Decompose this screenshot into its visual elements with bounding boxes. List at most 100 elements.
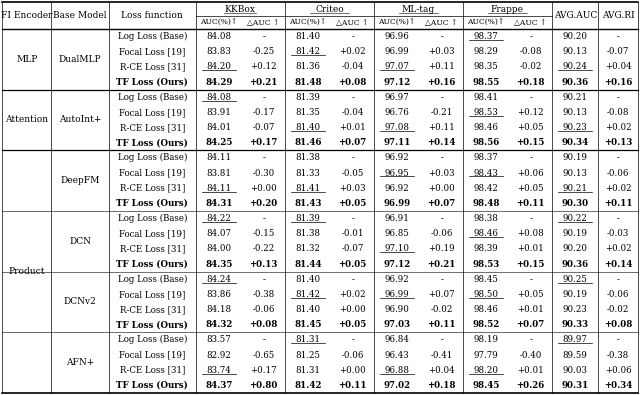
Text: DualMLP: DualMLP xyxy=(59,55,102,64)
Text: +0.07: +0.07 xyxy=(428,199,456,208)
Text: +0.05: +0.05 xyxy=(517,290,544,299)
Text: 81.38: 81.38 xyxy=(296,229,321,238)
Text: +0.11: +0.11 xyxy=(604,199,632,208)
Text: 81.42: 81.42 xyxy=(296,47,321,56)
Text: 83.91: 83.91 xyxy=(207,108,232,117)
Text: -0.02: -0.02 xyxy=(607,305,629,314)
Text: -0.04: -0.04 xyxy=(342,62,364,71)
Text: 96.91: 96.91 xyxy=(385,214,410,223)
Text: +0.17: +0.17 xyxy=(250,138,278,147)
Text: 84.24: 84.24 xyxy=(207,275,232,284)
Text: +0.15: +0.15 xyxy=(516,260,545,269)
Text: 90.13: 90.13 xyxy=(563,47,588,56)
Text: +0.80: +0.80 xyxy=(250,381,278,390)
Text: +0.11: +0.11 xyxy=(339,381,367,390)
Text: -0.30: -0.30 xyxy=(253,169,275,178)
Text: 81.32: 81.32 xyxy=(296,245,321,254)
Text: 84.29: 84.29 xyxy=(205,77,233,87)
Text: 89.97: 89.97 xyxy=(563,335,588,344)
Text: 90.30: 90.30 xyxy=(562,199,589,208)
Text: +0.00: +0.00 xyxy=(428,184,455,193)
Text: 89.59: 89.59 xyxy=(563,351,588,359)
Text: 84.00: 84.00 xyxy=(207,245,232,254)
Text: 90.21: 90.21 xyxy=(563,93,588,102)
Text: 98.45: 98.45 xyxy=(474,275,499,284)
Text: -: - xyxy=(529,32,532,41)
Text: +0.11: +0.11 xyxy=(428,320,456,329)
Text: R-CE Loss [31]: R-CE Loss [31] xyxy=(120,245,185,254)
Text: 97.02: 97.02 xyxy=(383,381,411,390)
Text: ML-tag: ML-tag xyxy=(402,4,435,13)
Text: +0.11: +0.11 xyxy=(428,62,455,71)
Text: +0.06: +0.06 xyxy=(517,169,544,178)
Text: -: - xyxy=(617,214,620,223)
Text: +0.02: +0.02 xyxy=(605,245,632,254)
Text: 81.33: 81.33 xyxy=(296,169,321,178)
Text: 96.99: 96.99 xyxy=(385,47,410,56)
Text: -: - xyxy=(440,32,443,41)
Text: AVG.AUC: AVG.AUC xyxy=(554,11,597,20)
Text: -: - xyxy=(440,335,443,344)
Text: 84.11: 84.11 xyxy=(207,184,232,193)
Text: +0.12: +0.12 xyxy=(250,62,277,71)
Text: 96.99: 96.99 xyxy=(383,199,411,208)
Text: 90.20: 90.20 xyxy=(563,245,588,254)
Text: +0.17: +0.17 xyxy=(250,366,277,375)
Text: 90.13: 90.13 xyxy=(563,169,588,178)
Text: -0.25: -0.25 xyxy=(253,47,275,56)
Text: -: - xyxy=(617,32,620,41)
Text: -: - xyxy=(529,275,532,284)
Text: +0.08: +0.08 xyxy=(250,320,278,329)
Text: Criteo: Criteo xyxy=(315,4,344,13)
Text: 84.35: 84.35 xyxy=(205,260,233,269)
Text: 96.88: 96.88 xyxy=(385,366,410,375)
Text: -0.06: -0.06 xyxy=(252,305,275,314)
Text: 81.35: 81.35 xyxy=(296,108,321,117)
Text: -: - xyxy=(617,93,620,102)
Text: Log Loss (Base): Log Loss (Base) xyxy=(118,335,187,344)
Text: -: - xyxy=(262,93,265,102)
Text: 98.48: 98.48 xyxy=(472,199,500,208)
Text: 96.95: 96.95 xyxy=(385,169,410,178)
Text: 98.37: 98.37 xyxy=(474,32,499,41)
Text: 98.42: 98.42 xyxy=(474,184,499,193)
Text: -0.21: -0.21 xyxy=(431,108,453,117)
Text: 98.46: 98.46 xyxy=(474,123,499,132)
Text: +0.18: +0.18 xyxy=(428,381,456,390)
Text: TF Loss (Ours): TF Loss (Ours) xyxy=(116,260,188,269)
Text: 83.81: 83.81 xyxy=(207,169,232,178)
Text: 81.36: 81.36 xyxy=(296,62,321,71)
Text: Log Loss (Base): Log Loss (Base) xyxy=(118,214,187,223)
Text: 81.44: 81.44 xyxy=(294,260,322,269)
Text: -0.06: -0.06 xyxy=(607,169,629,178)
Text: DCNv2: DCNv2 xyxy=(64,297,97,307)
Text: 81.39: 81.39 xyxy=(296,93,321,102)
Text: -0.06: -0.06 xyxy=(431,229,453,238)
Text: 90.13: 90.13 xyxy=(563,108,588,117)
Text: -: - xyxy=(351,153,354,162)
Text: -: - xyxy=(262,153,265,162)
Text: 98.20: 98.20 xyxy=(474,366,499,375)
Text: 90.22: 90.22 xyxy=(563,214,588,223)
Text: 90.33: 90.33 xyxy=(562,320,589,329)
Text: Log Loss (Base): Log Loss (Base) xyxy=(118,153,187,162)
Text: -: - xyxy=(262,275,265,284)
Text: AUC(%)↑: AUC(%)↑ xyxy=(378,19,416,26)
Text: 82.92: 82.92 xyxy=(207,351,232,359)
Text: -0.04: -0.04 xyxy=(342,108,364,117)
Text: 84.08: 84.08 xyxy=(207,93,232,102)
Text: +0.11: +0.11 xyxy=(516,199,545,208)
Text: -: - xyxy=(262,32,265,41)
Text: 90.23: 90.23 xyxy=(563,305,588,314)
Text: +0.08: +0.08 xyxy=(517,229,544,238)
Text: -0.05: -0.05 xyxy=(342,169,364,178)
Text: 81.45: 81.45 xyxy=(294,320,322,329)
Text: R-CE Loss [31]: R-CE Loss [31] xyxy=(120,366,185,375)
Text: R-CE Loss [31]: R-CE Loss [31] xyxy=(120,123,185,132)
Text: 97.07: 97.07 xyxy=(385,62,410,71)
Text: △AUC ↑: △AUC ↑ xyxy=(248,19,280,26)
Text: 84.01: 84.01 xyxy=(207,123,232,132)
Text: 90.31: 90.31 xyxy=(561,381,589,390)
Text: -0.07: -0.07 xyxy=(252,123,275,132)
Text: TF Loss (Ours): TF Loss (Ours) xyxy=(116,381,188,390)
